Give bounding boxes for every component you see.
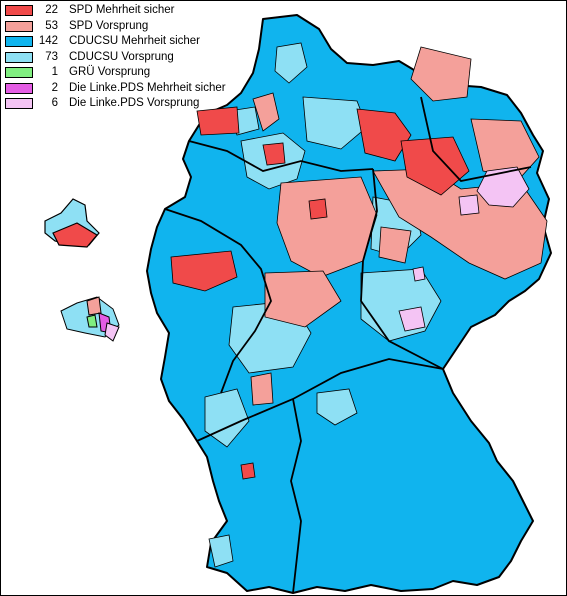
legend-label: GRÜ Vorsprung: [69, 66, 151, 78]
legend-label: CDUCSU Vorsprung: [69, 50, 174, 63]
region-lake-light: [208, 534, 234, 568]
inset-bremen-south: [52, 222, 98, 248]
legend-count: 53: [45, 19, 58, 32]
region-hamburg-spd-safe: [262, 142, 286, 166]
legend-count: 2: [51, 81, 58, 94]
legend-swatch: [5, 98, 33, 109]
linke-vorsprung-regions: [398, 166, 530, 332]
region-hanover-spd-safe: [308, 198, 328, 220]
legend-count: 73: [45, 50, 58, 63]
inset-cologne: [60, 296, 120, 342]
legend-swatch: [5, 51, 33, 63]
state-borders: [164, 96, 532, 594]
inset-cologne-spd: [86, 296, 102, 316]
spd-sicher-regions: [170, 106, 470, 480]
legend-swatch: [5, 36, 33, 47]
legend-count: 142: [38, 35, 58, 47]
region-rhine-spd: [250, 372, 274, 406]
legend-count: 6: [51, 97, 58, 109]
region-saxony-anhalt-spd: [378, 226, 412, 264]
border-south: [196, 358, 444, 442]
legend-label: Die Linke.PDS Mehrheit sicher: [69, 81, 226, 94]
region-saxony-linke: [398, 306, 426, 332]
region-ostfriesland-spd-safe: [196, 106, 240, 136]
inset-cologne-linke-2: [104, 322, 120, 342]
region-saar-spd-safe: [240, 462, 256, 480]
legend-count: 22: [45, 4, 58, 16]
legend-label: SPD Mehrheit sicher: [69, 4, 175, 16]
region-lower-saxony-light: [302, 96, 368, 150]
border-east: [360, 168, 444, 370]
legend-count: 1: [51, 66, 58, 78]
region-berlin-west-linke: [458, 194, 480, 216]
region-schleswig-light: [274, 42, 308, 84]
region-central-spd: [276, 176, 378, 278]
region-leipzig-linke: [412, 266, 426, 282]
legend-label: Die Linke.PDS Vorsprung: [69, 97, 200, 109]
region-north-spd: [252, 92, 280, 132]
region-altmark-spd-safe: [400, 136, 470, 196]
region-bavaria-north-light: [316, 388, 358, 426]
inset-cologne-green: [86, 314, 98, 328]
border-brandenburg: [420, 96, 532, 182]
legend-label: CDUCSU Mehrheit sicher: [69, 35, 201, 47]
legend-swatch: [5, 82, 33, 94]
region-hesse-spd: [264, 270, 342, 328]
legend-swatch: [5, 20, 33, 32]
legend-swatch: [5, 5, 33, 16]
legend-label: SPD Vorsprung: [69, 19, 149, 32]
border-north: [188, 140, 374, 172]
region-ruhr-spd-safe: [170, 250, 238, 292]
border-bavaria: [290, 398, 302, 594]
border-west: [164, 208, 272, 394]
region-mecklenburg-spd: [410, 46, 472, 102]
region-berlin-linke: [476, 166, 530, 208]
inset-bremen: [44, 198, 100, 248]
legend-swatch: [5, 67, 33, 78]
